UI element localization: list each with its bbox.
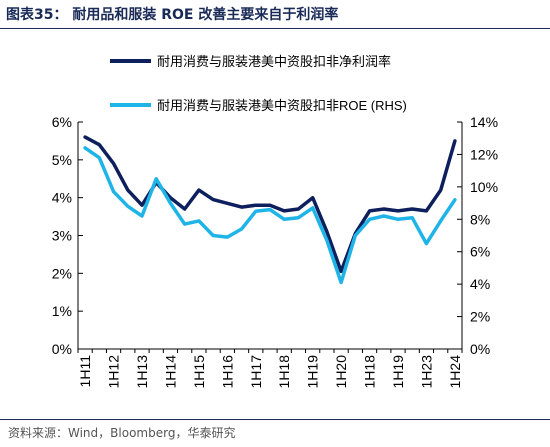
x-tick-label: 1H15 <box>191 355 207 389</box>
left-tick-label: 4% <box>52 190 72 206</box>
right-tick-label: 8% <box>470 211 490 227</box>
series-line-1 <box>83 135 457 274</box>
x-tick-label: 1H19 <box>305 355 321 389</box>
x-tick-label: 1H20 <box>333 355 349 389</box>
plot-area <box>83 135 457 285</box>
title-divider <box>0 28 550 29</box>
x-tick-label: 1H16 <box>219 355 235 389</box>
right-tick-label: 2% <box>470 309 490 325</box>
x-tick-label: 1H24 <box>447 355 463 389</box>
right-tick-label: 6% <box>470 244 490 260</box>
left-tick-label: 2% <box>52 265 72 281</box>
x-tick-label: 1H17 <box>248 355 264 389</box>
chart-axes: 0% 1% 2% 3% 4% 5% 6% 0% 2% 4% 6% 8% 10% 12% 14% 1H11 1H1… <box>52 114 498 388</box>
figure-title: 图表35： 耐用品和服装 ROE 改善主要来自于利润率 <box>6 7 339 23</box>
right-tick-label: 0% <box>470 341 490 357</box>
x-tick-label: 1H23 <box>418 355 434 389</box>
right-tick-label: 10% <box>470 179 498 195</box>
left-tick-label: 1% <box>52 303 72 319</box>
legend-label-1: 耐用消费与服装港美中资股扣非净利润率 <box>157 54 391 69</box>
left-tick-label: 3% <box>52 228 72 244</box>
left-tick-label: 5% <box>52 152 72 168</box>
left-tick-label: 6% <box>52 114 72 130</box>
source-note: 资料来源：Wind，Bloomberg，华泰研究 <box>8 426 236 440</box>
x-tick-label: 1H19 <box>390 355 406 389</box>
series-line-2 <box>83 146 457 285</box>
x-tick-label: 1H11 <box>77 355 93 388</box>
x-tick-label: 1H18 <box>276 355 292 389</box>
footer-divider <box>0 419 550 420</box>
legend-label-2: 耐用消费与服装港美中资股扣非ROE (RHS) <box>157 98 407 113</box>
x-tick-label: 1H13 <box>134 355 150 389</box>
right-tick-label: 14% <box>470 114 498 130</box>
left-tick-label: 0% <box>52 341 72 357</box>
right-tick-label: 4% <box>470 276 490 292</box>
x-tick-label: 1H14 <box>162 355 178 389</box>
x-tick-label: 1H12 <box>106 355 122 389</box>
right-tick-label: 12% <box>470 146 498 162</box>
x-tick-label: 1H18 <box>362 355 378 389</box>
